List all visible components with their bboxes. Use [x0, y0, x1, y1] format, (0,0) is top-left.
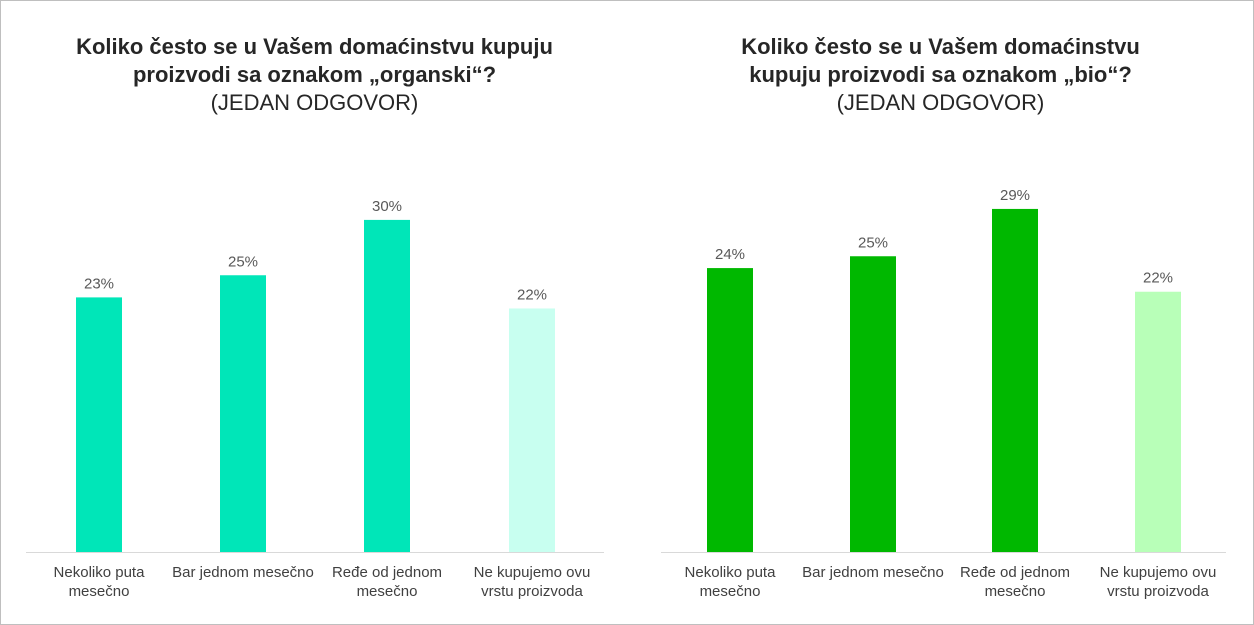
data-label: 22% — [517, 286, 547, 303]
data-label: 25% — [228, 253, 258, 270]
data-label: 25% — [858, 234, 888, 251]
bar-plot-organski: 23% 25% 30% 22% — [26, 198, 604, 553]
category-label: Ređe od jednom mesečno — [331, 564, 443, 600]
bar — [76, 297, 122, 552]
category-label: Bar jednom mesečno — [802, 564, 944, 581]
category-label: Ne kupujemo ovu vrstu proizvoda — [1099, 564, 1217, 600]
bar — [992, 208, 1038, 552]
chart-title-text: Koliko često se u Vašem domaćinstvu kupu… — [76, 34, 553, 87]
data-label: 30% — [372, 198, 402, 215]
data-label: 29% — [1000, 187, 1030, 204]
category-label: Nekoliko puta mesečno — [53, 564, 145, 600]
category-label: Ne kupujemo ovu vrstu proizvoda — [473, 564, 591, 600]
data-label: 24% — [715, 246, 745, 263]
bar-plot-bio: 24% 25% 29% 22% — [661, 187, 1226, 553]
category-label: Bar jednom mesečno — [172, 564, 314, 581]
bar — [364, 219, 410, 552]
data-label: 22% — [1143, 270, 1173, 287]
chart-panel-bio: Koliko često se u Vašem domaćinstvu kupu… — [628, 1, 1253, 624]
data-label: 23% — [84, 275, 114, 292]
chart-subtitle-text: (JEDAN ODGOVOR) — [210, 90, 419, 115]
chart-title-bio: Koliko često se u Vašem domaćinstvu kupu… — [628, 33, 1253, 117]
bar — [1135, 291, 1181, 552]
bar — [707, 268, 753, 552]
category-label: Ređe od jednom mesečno — [959, 564, 1071, 600]
bar — [850, 256, 896, 552]
category-label: Nekoliko puta mesečno — [684, 564, 776, 600]
bar — [220, 275, 266, 552]
chart-subtitle-text: (JEDAN ODGOVOR) — [836, 90, 1045, 115]
chart-panel-organski: Koliko često se u Vašem domaćinstvu kupu… — [1, 1, 628, 624]
chart-title-organski: Koliko često se u Vašem domaćinstvu kupu… — [1, 33, 628, 117]
bar — [509, 308, 555, 552]
chart-title-text: Koliko često se u Vašem domaćinstvu kupu… — [741, 34, 1140, 87]
